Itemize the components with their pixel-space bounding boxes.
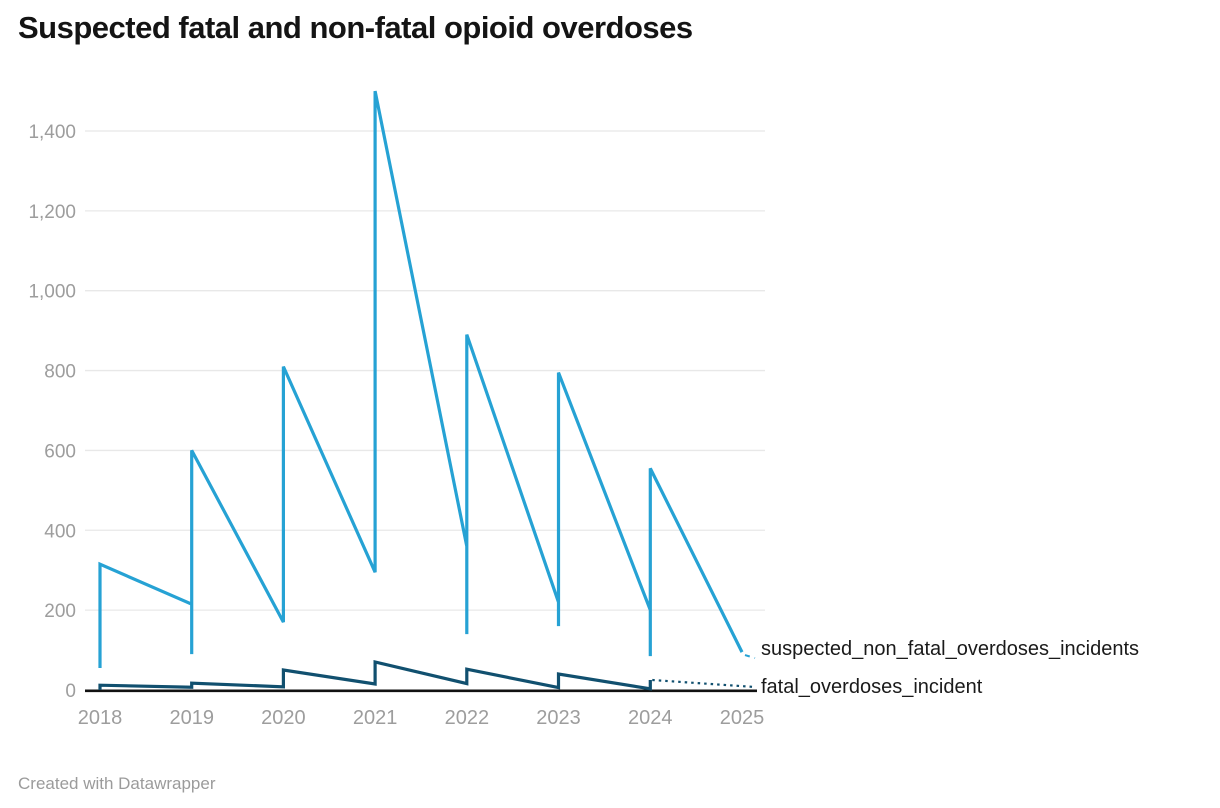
x-tick-label: 2019	[169, 707, 214, 729]
series-label-fatal: fatal_overdoses_incident	[761, 676, 983, 698]
y-tick-label: 1,200	[28, 202, 76, 223]
datawrapper-credit-link[interactable]: Created with Datawrapper	[18, 774, 216, 793]
leader-line-non-fatal	[744, 654, 756, 660]
y-tick-label: 1,400	[28, 122, 76, 143]
line-chart: 0 200 400 600 800 1,000 1,200 1,400 2018 2019 2020…	[28, 90, 765, 729]
series-label-non-fatal: suspected_non_fatal_overdoses_incidents	[761, 638, 1140, 660]
series-line-fatal	[98, 659, 652, 691]
y-tick-label: 1,000	[28, 282, 76, 303]
page-title: Suspected fatal and non-fatal opioid ove…	[18, 10, 693, 45]
y-tick-label: 400	[44, 521, 76, 542]
x-tick-label: 2020	[261, 707, 306, 729]
series-line-non-fatal	[98, 90, 744, 668]
x-tick-label: 2021	[353, 707, 398, 729]
x-tick-label: 2024	[628, 707, 673, 729]
y-tick-label: 0	[65, 681, 76, 702]
leader-line-fatal	[652, 678, 756, 689]
x-tick-label: 2018	[78, 707, 123, 729]
x-tick-label: 2025	[720, 707, 765, 729]
x-tick-label: 2022	[445, 707, 490, 729]
y-tick-label: 600	[44, 441, 76, 462]
x-tick-label: 2023	[536, 707, 581, 729]
y-tick-label: 800	[44, 362, 76, 383]
y-tick-label: 200	[44, 601, 76, 622]
